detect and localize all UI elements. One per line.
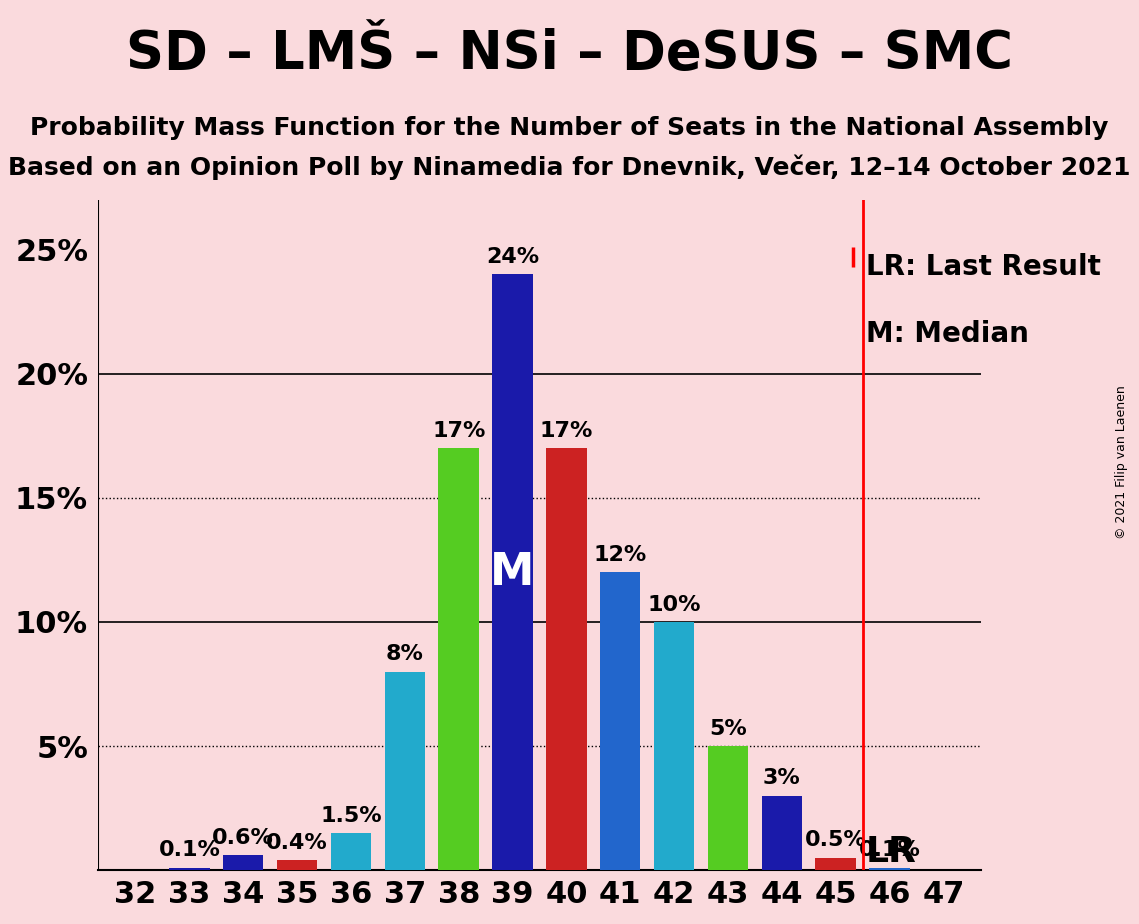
Text: 24%: 24% (486, 247, 539, 267)
Text: 1.5%: 1.5% (320, 806, 382, 825)
Text: 0.4%: 0.4% (267, 833, 328, 853)
Text: 8%: 8% (386, 644, 424, 664)
Text: 0.5%: 0.5% (805, 831, 867, 850)
Text: 17%: 17% (432, 420, 485, 441)
Bar (170, 868, 210, 870)
Text: 0.6%: 0.6% (212, 828, 274, 848)
Bar (385, 672, 425, 870)
Text: 17%: 17% (540, 420, 593, 441)
Bar (707, 746, 748, 870)
Bar (762, 796, 802, 870)
Text: M: M (491, 551, 534, 594)
Bar (869, 868, 910, 870)
Text: © 2021 Filip van Laenen: © 2021 Filip van Laenen (1115, 385, 1129, 539)
Text: SD – LMŠ – NSi – DeSUS – SMC: SD – LMŠ – NSi – DeSUS – SMC (126, 28, 1013, 79)
Bar (654, 622, 695, 870)
Bar (492, 274, 533, 870)
Bar (547, 448, 587, 870)
Bar (277, 860, 318, 870)
Text: 0.1%: 0.1% (859, 840, 920, 860)
Text: 0.1%: 0.1% (158, 840, 220, 860)
Bar (223, 856, 263, 870)
Bar (330, 833, 371, 870)
Text: 5%: 5% (710, 719, 747, 738)
Text: M: Median: M: Median (867, 321, 1030, 348)
Bar (439, 448, 478, 870)
Text: LR: Last Result: LR: Last Result (867, 253, 1101, 282)
Text: 10%: 10% (647, 594, 700, 614)
Text: 12%: 12% (593, 545, 647, 565)
Text: Probability Mass Function for the Number of Seats in the National Assembly: Probability Mass Function for the Number… (31, 116, 1108, 140)
Bar (816, 857, 855, 870)
Text: Based on an Opinion Poll by Ninamedia for Dnevnik, Večer, 12–14 October 2021: Based on an Opinion Poll by Ninamedia fo… (8, 154, 1131, 180)
Text: LR: LR (866, 834, 916, 869)
Text: 3%: 3% (763, 769, 801, 788)
Bar (600, 572, 640, 870)
